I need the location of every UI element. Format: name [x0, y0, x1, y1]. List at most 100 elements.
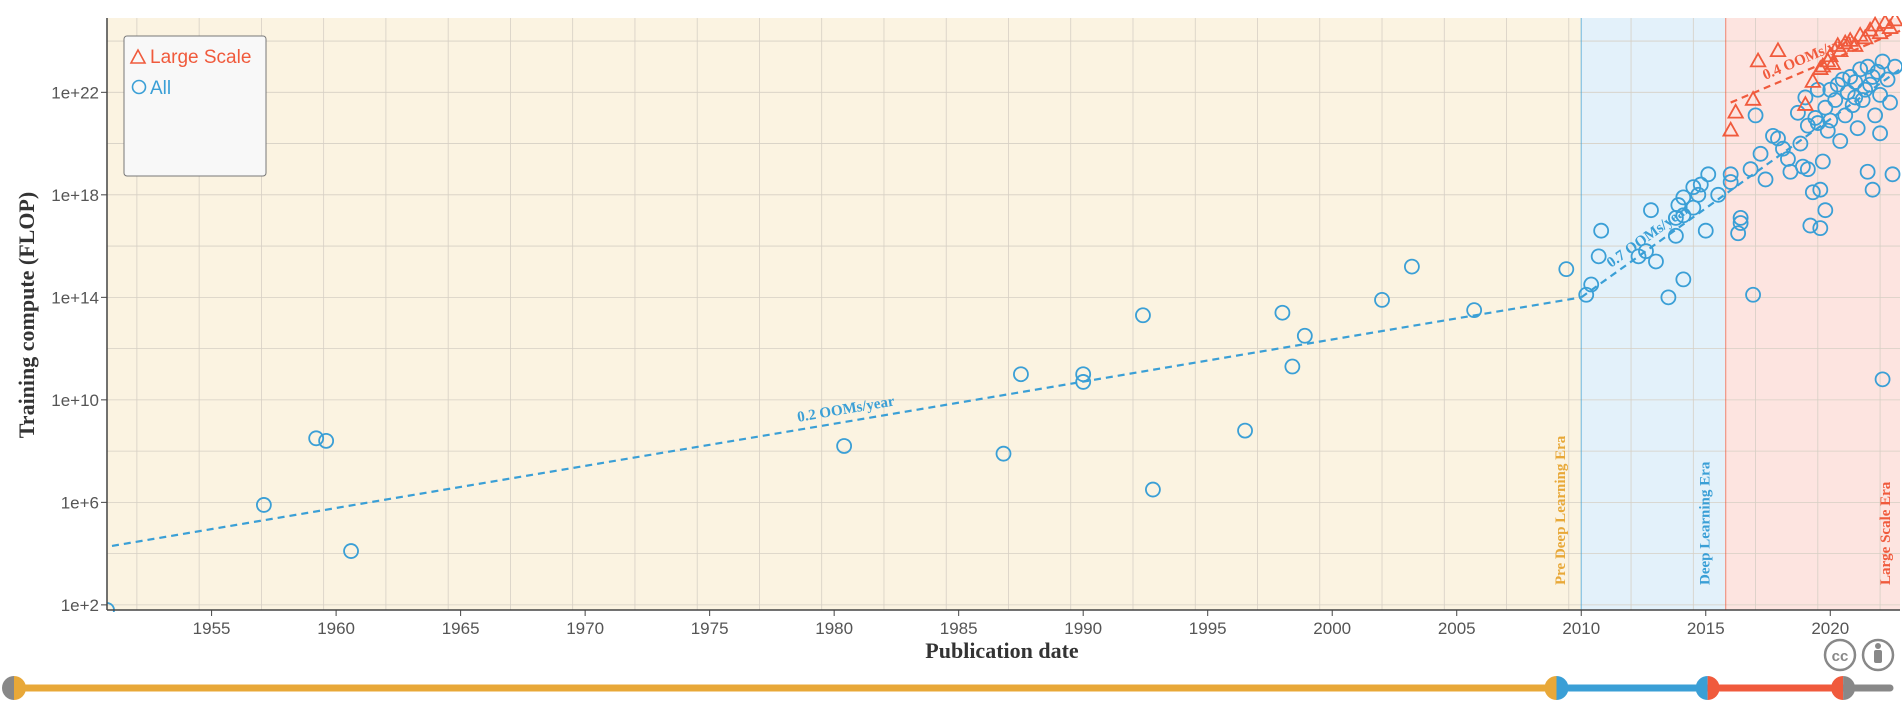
point-all[interactable] — [1827, 92, 1844, 108]
point-all[interactable] — [1872, 86, 1888, 103]
point-all[interactable] — [1145, 481, 1161, 498]
point-all[interactable] — [1882, 94, 1898, 111]
point-all[interactable] — [1466, 302, 1483, 319]
point-all[interactable] — [1859, 58, 1876, 75]
point-all[interactable] — [1660, 289, 1677, 306]
point-all[interactable] — [1884, 166, 1901, 183]
point-all[interactable] — [1864, 181, 1881, 198]
point-large-scale[interactable] — [1769, 41, 1787, 58]
point-all[interactable] — [1742, 161, 1759, 178]
point-all[interactable] — [1854, 92, 1871, 108]
point-all[interactable] — [1792, 135, 1809, 152]
point-all[interactable] — [1874, 371, 1891, 388]
point-all[interactable] — [1697, 222, 1714, 239]
point-all[interactable] — [1237, 422, 1253, 439]
point-all[interactable] — [1809, 115, 1826, 131]
point-large-scale[interactable] — [1886, 13, 1902, 27]
point-all[interactable] — [1812, 220, 1829, 237]
point-all[interactable] — [1638, 243, 1654, 260]
point-all[interactable] — [1859, 163, 1876, 180]
point-all[interactable] — [1862, 76, 1879, 93]
timeline-handle-right-2[interactable] — [1707, 676, 1720, 700]
point-all[interactable] — [1670, 197, 1687, 213]
point-all[interactable] — [1822, 112, 1839, 129]
era-timeline-slider[interactable] — [2, 676, 1894, 700]
point-all[interactable] — [1710, 186, 1727, 203]
point-all[interactable] — [1745, 286, 1761, 303]
point-large-scale[interactable] — [1856, 28, 1874, 45]
point-all[interactable] — [1804, 184, 1821, 201]
point-large-scale[interactable] — [1749, 51, 1767, 68]
point-all[interactable] — [1847, 89, 1864, 106]
point-all[interactable] — [1849, 120, 1866, 137]
point-large-scale[interactable] — [1831, 41, 1849, 58]
point-large-scale[interactable] — [1824, 54, 1842, 70]
point-large-scale[interactable] — [1846, 36, 1864, 52]
point-all[interactable] — [308, 430, 325, 447]
point-all[interactable] — [255, 497, 272, 513]
point-large-scale[interactable] — [1881, 18, 1899, 34]
point-large-scale[interactable] — [1726, 102, 1745, 119]
point-all[interactable] — [1887, 58, 1902, 75]
point-large-scale[interactable] — [1814, 56, 1832, 73]
point-all[interactable] — [1879, 71, 1896, 88]
point-all[interactable] — [318, 432, 335, 449]
point-all[interactable] — [1864, 69, 1881, 85]
timeline-handle-left-3[interactable] — [1831, 676, 1844, 700]
point-large-scale[interactable] — [1866, 16, 1884, 32]
timeline-handle-left-2[interactable] — [1695, 676, 1708, 700]
point-all[interactable] — [1757, 171, 1774, 188]
point-all[interactable] — [1675, 271, 1692, 288]
point-all[interactable] — [1590, 248, 1607, 265]
point-all[interactable] — [1274, 304, 1291, 321]
timeline-handle-left-1[interactable] — [1544, 676, 1557, 700]
timeline-handle-left-0[interactable] — [2, 676, 14, 700]
point-all[interactable] — [836, 438, 853, 454]
point-all[interactable] — [1284, 358, 1301, 375]
timeline-handle-right-0[interactable] — [14, 676, 26, 700]
point-all[interactable] — [1722, 174, 1739, 190]
point-all[interactable] — [1013, 366, 1029, 383]
point-all[interactable] — [1730, 225, 1747, 242]
point-all[interactable] — [1593, 222, 1610, 239]
point-all[interactable] — [1829, 76, 1846, 93]
point-all[interactable] — [1690, 186, 1707, 203]
point-all[interactable] — [343, 543, 359, 559]
point-large-scale[interactable] — [1744, 90, 1762, 106]
legend-entry-all[interactable]: All — [150, 78, 171, 99]
point-all[interactable] — [1797, 89, 1814, 106]
point-all[interactable] — [1844, 97, 1861, 114]
point-all[interactable] — [1817, 202, 1834, 219]
point-all[interactable] — [1770, 130, 1786, 147]
point-all[interactable] — [1837, 107, 1854, 124]
point-all[interactable] — [1867, 107, 1883, 124]
point-all[interactable] — [1775, 140, 1791, 157]
point-all[interactable] — [1789, 104, 1806, 121]
point-all[interactable] — [1722, 166, 1739, 183]
point-all[interactable] — [1852, 61, 1869, 78]
point-all[interactable] — [1583, 276, 1600, 293]
point-large-scale[interactable] — [1804, 72, 1822, 88]
point-all[interactable] — [995, 445, 1012, 462]
point-large-scale[interactable] — [1811, 59, 1830, 75]
point-all[interactable] — [1643, 202, 1659, 219]
point-all[interactable] — [1374, 292, 1390, 308]
point-all[interactable] — [1648, 253, 1664, 270]
point-all[interactable] — [1692, 176, 1709, 193]
timeline-handle-right-3[interactable] — [1843, 676, 1856, 700]
point-all[interactable] — [1075, 374, 1092, 390]
timeline-handle-right-1[interactable] — [1556, 676, 1569, 700]
point-large-scale[interactable] — [1836, 33, 1854, 50]
point-all[interactable] — [1802, 217, 1819, 234]
point-all[interactable] — [1832, 133, 1849, 149]
point-all[interactable] — [1819, 122, 1836, 139]
point-large-scale[interactable] — [1721, 120, 1740, 137]
point-all[interactable] — [1752, 145, 1769, 162]
point-all[interactable] — [1558, 261, 1575, 278]
point-all[interactable] — [1812, 181, 1829, 198]
point-all[interactable] — [1675, 189, 1692, 206]
point-all[interactable] — [1842, 69, 1859, 85]
point-all[interactable] — [1075, 366, 1092, 383]
point-all[interactable] — [1404, 258, 1420, 275]
point-all[interactable] — [1296, 327, 1313, 344]
